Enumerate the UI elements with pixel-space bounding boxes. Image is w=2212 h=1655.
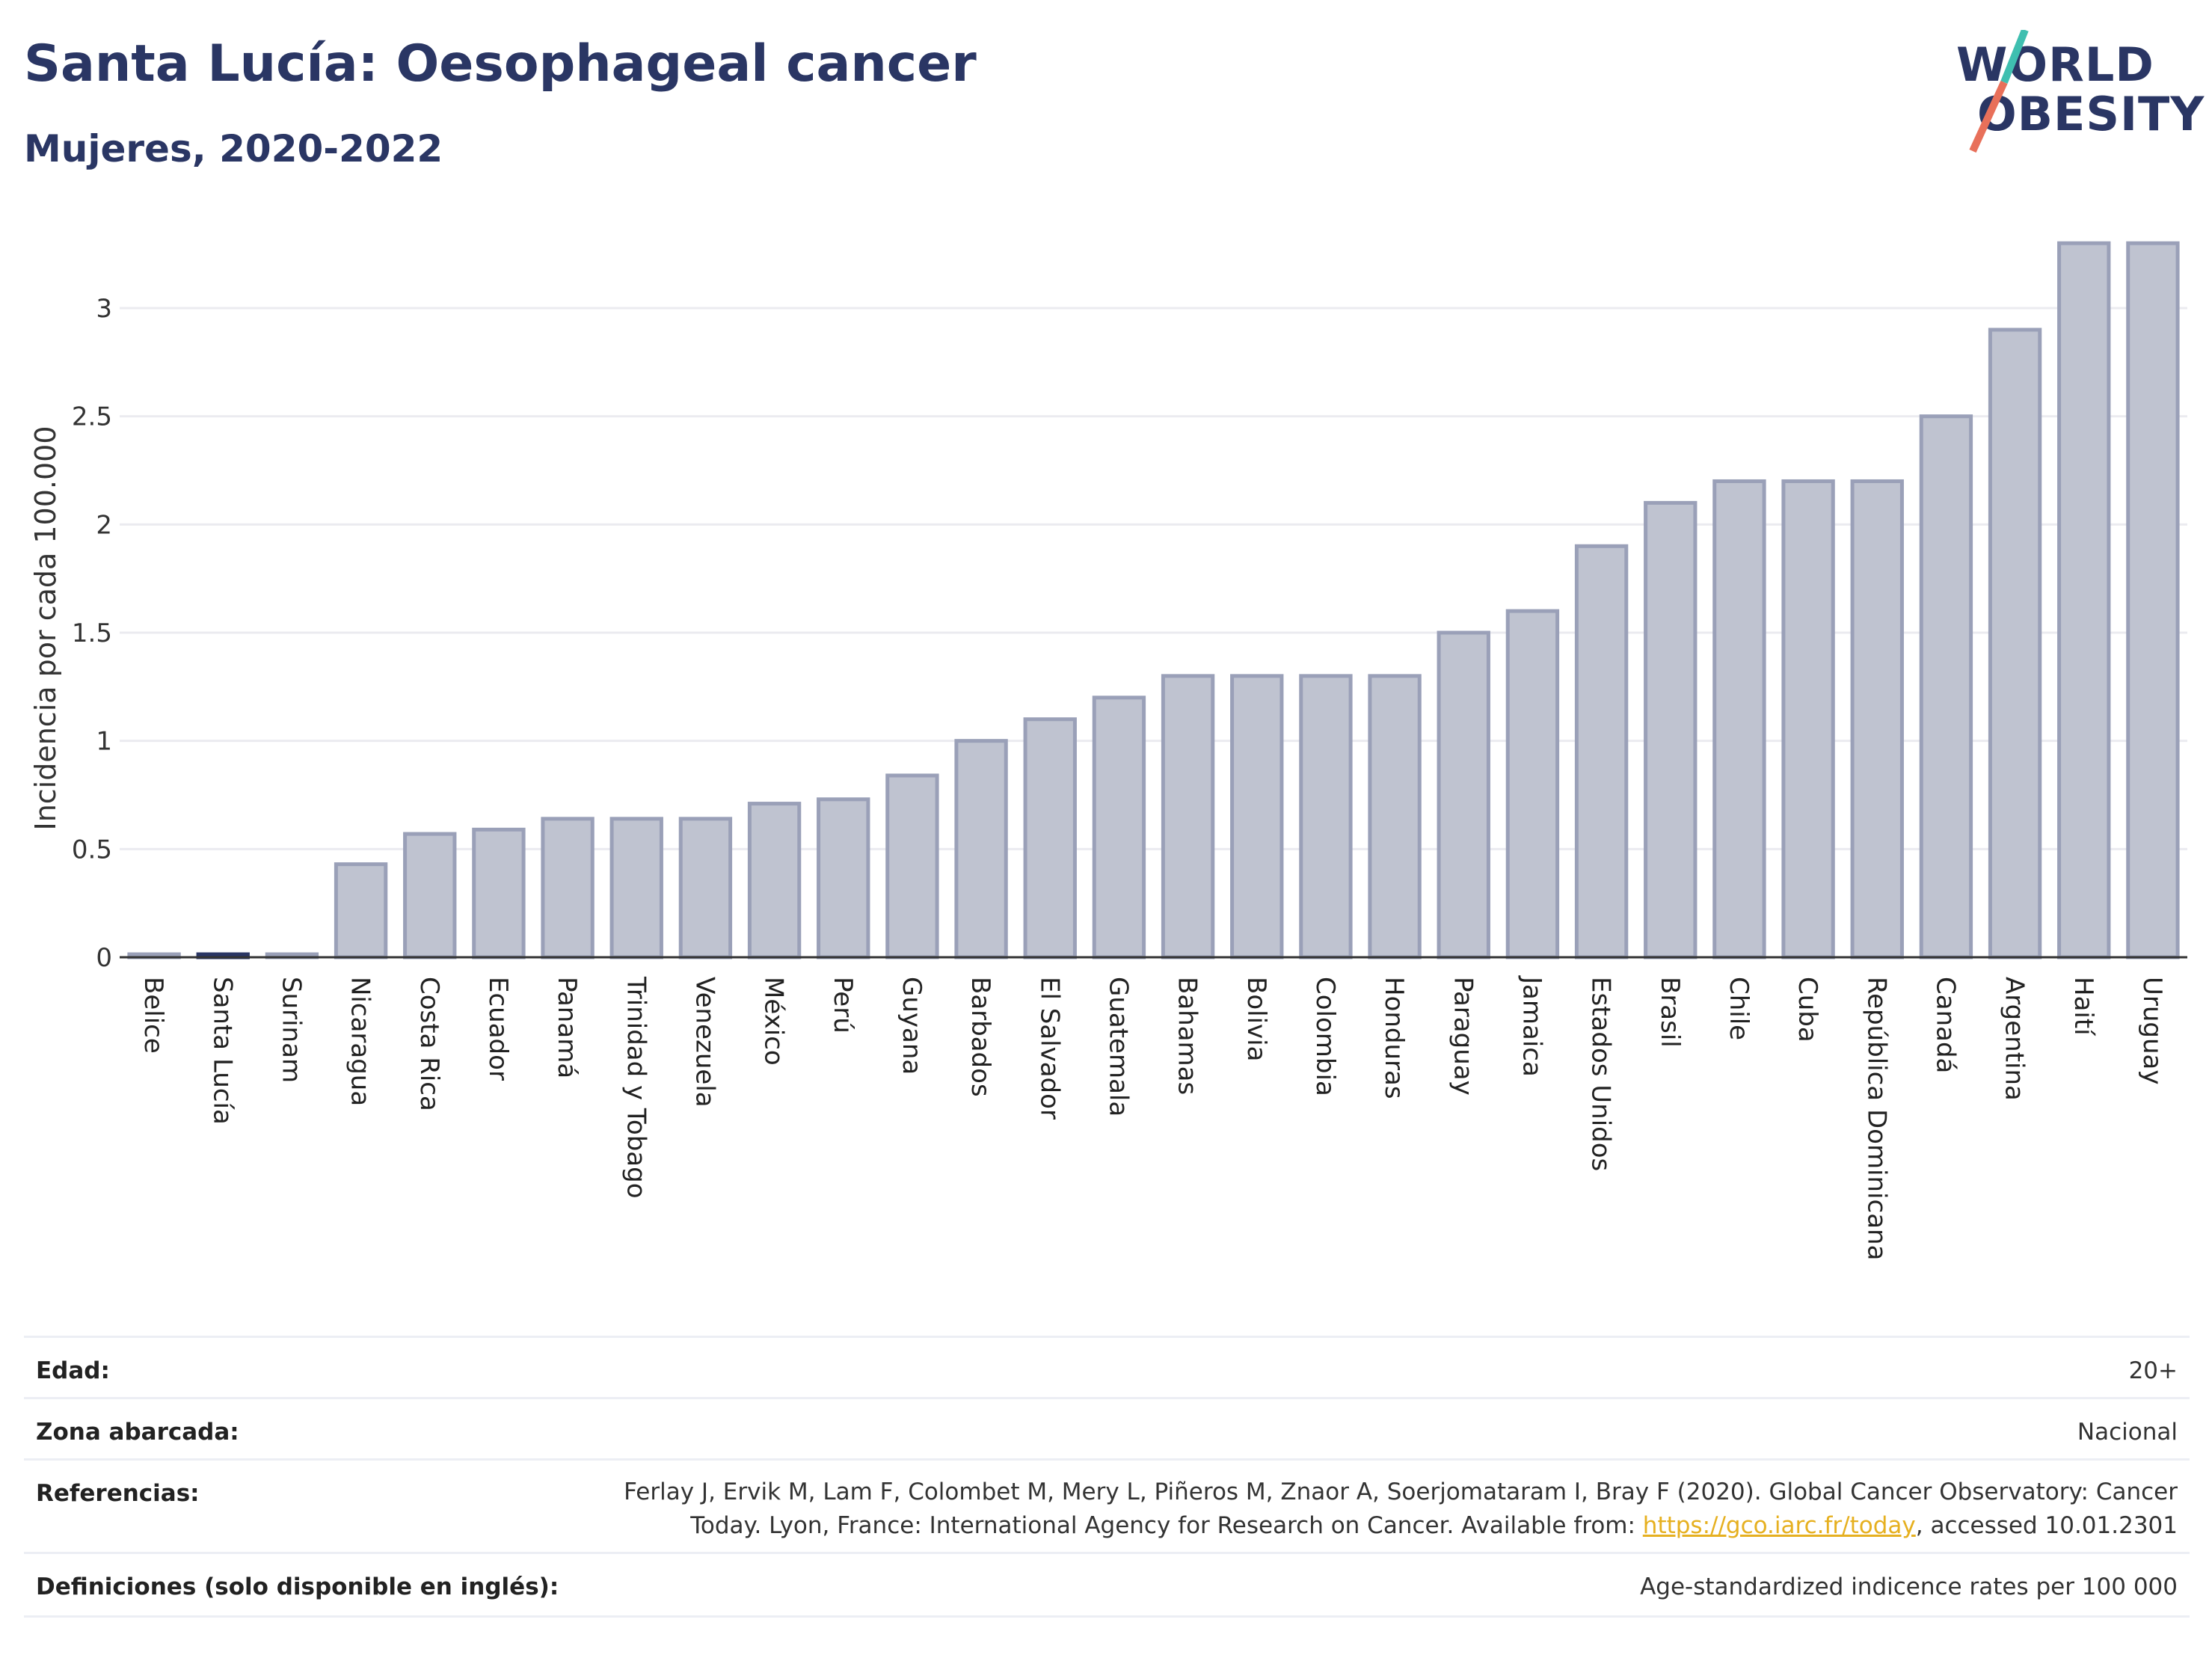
bar: [1023, 717, 1077, 959]
x-tick-label: Belice: [138, 977, 168, 1054]
x-tick-label: Paraguay: [1448, 977, 1478, 1096]
chart-subtitle: Mujeres, 2020-2022: [24, 127, 443, 171]
x-tick-label: Santa Lucía: [207, 977, 237, 1125]
bar: [1919, 414, 1973, 959]
y-tick-label: 0: [96, 943, 112, 973]
y-tick-label: 1.5: [72, 618, 112, 648]
bar: [1988, 328, 2042, 959]
meta-key-age: Edad:: [36, 1357, 110, 1384]
x-tick-label: Honduras: [1379, 977, 1409, 1099]
y-axis-label: Incidencia por cada 100.000: [29, 426, 62, 830]
bar: [1230, 674, 1284, 959]
x-tick-label: Canadá: [1930, 977, 1960, 1073]
bar: [403, 832, 457, 959]
meta-value-area: Nacional: [2077, 1419, 2178, 1446]
meta-row-references: Referencias: Ferlay J, Ervik M, Lam F, C…: [24, 1458, 2190, 1554]
bar: [954, 739, 1008, 959]
y-tick-label: 0.5: [72, 835, 112, 865]
y-tick-label: 1: [96, 727, 112, 757]
bar: [1505, 609, 1560, 959]
x-tick-label: Nicaragua: [345, 977, 375, 1106]
reference-link[interactable]: https://gco.iarc.fr/today: [1642, 1512, 1916, 1539]
world-obesity-logo: WORLD OBESITY: [1944, 30, 2204, 157]
bar: [1781, 479, 1835, 959]
bar: [1437, 630, 1490, 959]
logo-line1: WORLD: [1956, 37, 2154, 92]
x-tick-label: Chile: [1724, 977, 1754, 1040]
bar: [1850, 479, 1904, 959]
meta-key-area: Zona abarcada:: [36, 1419, 239, 1446]
x-tick-label: Cuba: [1792, 977, 1822, 1043]
x-tick-label: Uruguay: [2137, 977, 2167, 1085]
bar-chart: 0 0.5 1 1.5 2 2.5 3 Incidencia por cada 100.000…: [29, 241, 2187, 1260]
meta-row-age: Edad: 20+: [24, 1336, 2190, 1399]
bar: [747, 802, 802, 959]
bar: [1574, 544, 1629, 959]
bar: [1161, 674, 1215, 959]
x-tick-label: República Dominicana: [1861, 977, 1891, 1260]
x-tick-label: Trinidad y Tobago: [621, 976, 651, 1199]
x-tick-label: Costa Rica: [414, 977, 444, 1111]
logo-slash-icon: [1969, 30, 2029, 153]
bar: [334, 862, 388, 959]
x-tick-label: Guatemala: [1103, 977, 1133, 1117]
x-tick-label: Venezuela: [689, 977, 719, 1108]
x-tick-label: Colombia: [1310, 977, 1340, 1096]
bar: [885, 773, 939, 959]
x-tick-label: El Salvador: [1034, 977, 1064, 1120]
bar: [817, 797, 870, 959]
bar: [472, 827, 526, 959]
reference-line2-text: Today. Lyon, France: International Agenc…: [690, 1512, 1643, 1539]
meta-key-definitions: Definiciones (solo disponible en inglés)…: [36, 1573, 559, 1600]
meta-value-references: Ferlay J, Ervik M, Lam F, Colombet M, Me…: [624, 1476, 2178, 1543]
x-tick-label: Barbados: [965, 977, 995, 1097]
bar: [1644, 500, 1698, 959]
y-tick-label: 2: [96, 510, 112, 540]
x-tick-label: Surinam: [276, 977, 306, 1083]
logo-line2: OBESITY: [1977, 87, 2205, 141]
x-tick-label: Haití: [2068, 977, 2098, 1037]
x-tick-label: México: [759, 977, 789, 1066]
bar: [1368, 674, 1422, 959]
meta-row-area: Zona abarcada: Nacional: [24, 1397, 2190, 1461]
x-tick-label: Jamaica: [1517, 975, 1546, 1077]
x-tick-label: Estados Unidos: [1586, 977, 1616, 1171]
bar: [2057, 241, 2111, 959]
bar: [678, 817, 733, 959]
reference-line1: Ferlay J, Ervik M, Lam F, Colombet M, Me…: [624, 1479, 2178, 1505]
bar: [1299, 674, 1353, 959]
reference-line2-end: , accessed 10.01.2301: [1915, 1512, 2178, 1539]
x-tick-label: Bahamas: [1173, 977, 1202, 1095]
x-tick-label: Guyana: [897, 977, 927, 1075]
y-tick-label: 2.5: [72, 402, 112, 432]
y-tick-label: 3: [96, 294, 112, 324]
bar: [1092, 696, 1146, 959]
x-tick-label: Argentina: [2000, 977, 2030, 1101]
x-tick-label: Perú: [828, 977, 858, 1034]
meta-row-definitions: Definiciones (solo disponible en inglés)…: [24, 1552, 2190, 1618]
x-tick-label: Ecuador: [483, 977, 513, 1081]
meta-value-definitions: Age-standardized indicence rates per 100…: [1640, 1573, 2178, 1600]
meta-value-age: 20+: [2128, 1357, 2178, 1384]
x-tick-label: Panamá: [552, 977, 582, 1078]
bar: [541, 817, 595, 959]
bar: [1712, 479, 1766, 959]
reference-line2: Today. Lyon, France: International Agenc…: [624, 1509, 2178, 1543]
bar: [2126, 241, 2180, 959]
chart-title: Santa Lucía: Oesophageal cancer: [24, 34, 977, 93]
bar: [609, 817, 663, 959]
x-tick-label: Bolivia: [1241, 977, 1271, 1061]
x-tick-label: Brasil: [1655, 977, 1685, 1048]
meta-key-references: Referencias:: [36, 1480, 200, 1507]
